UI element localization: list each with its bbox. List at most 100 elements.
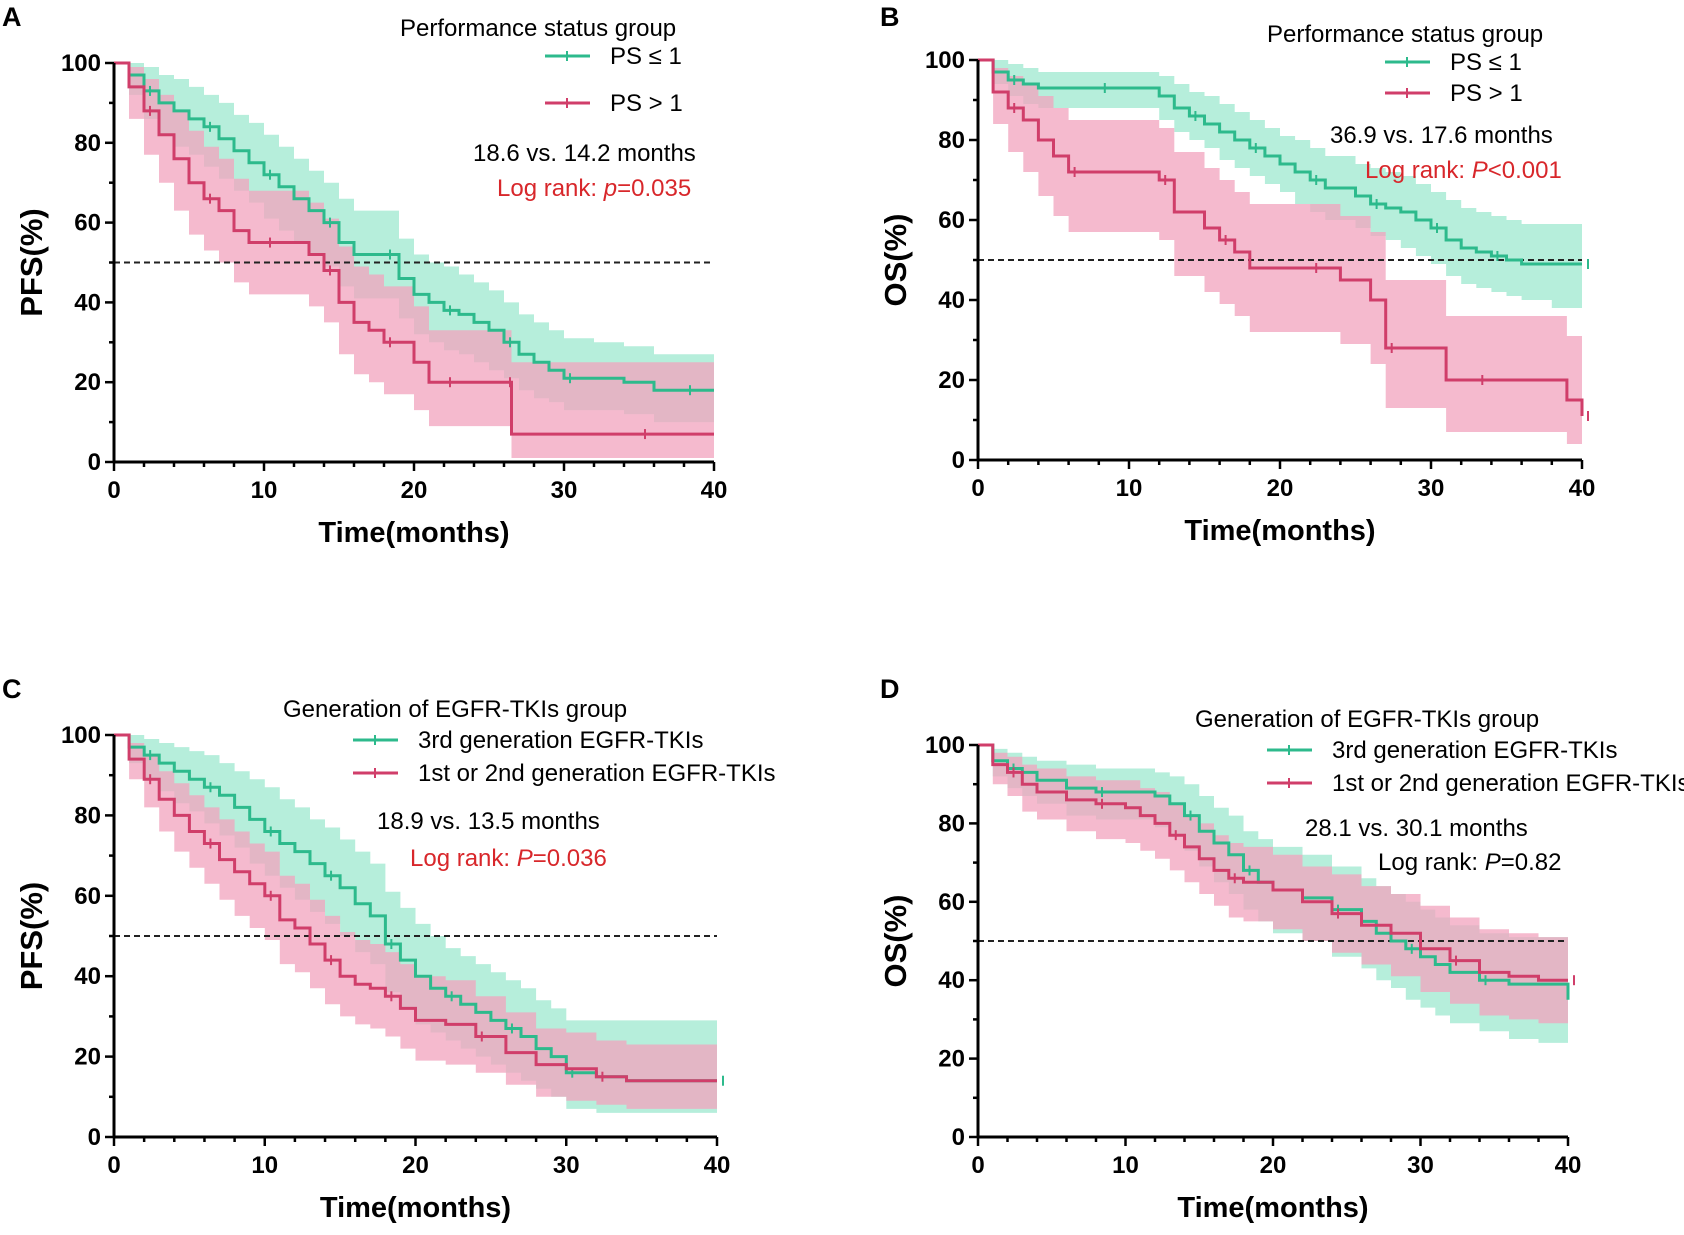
median-survival-note: 18.6 vs. 14.2 months [473,140,696,167]
legend-entry: 1st or 2nd generation EGFR-TKIs [418,760,776,787]
y-tick-label: 40 [74,963,101,990]
x-tick-label: 0 [971,1152,984,1179]
x-tick-label: 0 [107,477,120,504]
x-axis-label: Time(months) [318,517,509,549]
y-tick-label: 0 [952,1124,965,1151]
y-tick-label: 80 [74,802,101,829]
confidence-band-series-1 [978,60,1582,312]
p-symbol: P [517,845,533,872]
y-tick-label: 80 [74,130,101,157]
x-tick-label: 10 [1112,1152,1139,1179]
p-value: =0.035 [617,175,691,202]
x-tick-label: 30 [1407,1152,1434,1179]
survival-curve-series-2 [114,61,714,436]
log-rank-prefix: Log rank: [1365,157,1472,184]
y-tick-label: 20 [938,367,965,394]
y-tick-label: 60 [74,210,101,237]
x-tick-label: 20 [1260,1152,1287,1179]
panel-letter: B [880,2,900,32]
chart-panel-d: D 0 20 40 60 80 100 0 10 20 30 40 Time(months) OS(%) G… [878,674,1684,1224]
survival-curve-series-1 [978,58,1582,266]
legend-entry: 3rd generation EGFR-TKIs [418,727,703,754]
log-rank-pvalue: Log rank: P=0.036 [410,845,607,872]
x-tick-label: 20 [1267,475,1294,502]
y-axis-label: PFS(%) [14,208,49,317]
x-tick-label: 30 [1418,475,1445,502]
y-tick-label: 100 [925,47,965,74]
y-tick-label: 20 [74,369,101,396]
x-tick-label: 10 [251,477,278,504]
legend-title: Generation of EGFR-TKIs group [283,696,627,723]
x-tick-label: 40 [1555,1152,1582,1179]
x-axis-label: Time(months) [320,1192,511,1224]
x-tick-label: 40 [1569,475,1596,502]
y-tick-label: 20 [74,1044,101,1071]
survival-curve-series-1 [978,743,1570,1000]
y-tick-label: 100 [925,732,965,759]
log-rank-pvalue: Log rank: P=0.82 [1378,849,1561,876]
y-axis-label: OS(%) [878,214,913,307]
x-tick-label: 30 [551,477,578,504]
survival-curve-series-2 [114,733,717,1083]
y-tick-label: 60 [938,889,965,916]
y-tick-label: 80 [938,127,965,154]
legend-entry: PS > 1 [610,90,683,117]
legend-entry: 1st or 2nd generation EGFR-TKIs [1332,770,1684,797]
y-axis-label: OS(%) [878,895,913,988]
p-value: <0.001 [1488,157,1562,184]
confidence-band-series-1 [114,63,714,423]
y-tick-label: 60 [74,883,101,910]
x-axis-label: Time(months) [1177,1192,1368,1224]
x-tick-label: 0 [107,1152,120,1179]
survival-curve-series-1 [114,733,717,1083]
x-tick-label: 30 [553,1152,580,1179]
x-tick-label: 10 [251,1152,278,1179]
y-tick-label: 40 [938,287,965,314]
y-tick-label: 0 [88,1124,101,1151]
survival-curve-series-1 [114,61,714,392]
y-tick-label: 0 [952,447,965,474]
median-survival-note: 28.1 vs. 30.1 months [1305,815,1528,842]
survival-curve-series-2 [978,743,1568,982]
panel-letter: A [2,2,22,32]
p-symbol: P [1485,849,1501,876]
y-tick-label: 20 [938,1046,965,1073]
y-tick-label: 100 [61,50,101,77]
median-survival-note: 18.9 vs. 13.5 months [377,808,600,835]
panel-letter: C [2,674,22,704]
y-tick-label: 80 [938,810,965,837]
x-tick-label: 0 [971,475,984,502]
y-tick-label: 100 [61,722,101,749]
x-tick-label: 40 [704,1152,731,1179]
legend-entry: PS ≤ 1 [610,43,682,70]
chart-panel-b: B 0 20 40 60 80 100 0 10 20 30 40 Time(months) OS(%) P… [878,2,1595,547]
legend-entry: PS ≤ 1 [1450,49,1522,76]
legend-title: Performance status group [400,15,676,42]
legend-title: Generation of EGFR-TKIs group [1195,706,1539,733]
survival-curve-series-2 [978,58,1584,416]
p-value: =0.82 [1501,849,1562,876]
x-tick-label: 10 [1116,475,1143,502]
log-rank-prefix: Log rank: [497,175,604,202]
p-symbol: P [1472,157,1488,184]
median-survival-note: 36.9 vs. 17.6 months [1330,122,1553,149]
legend-title: Performance status group [1267,21,1543,48]
confidence-band-series-2 [978,60,1582,452]
legend-entry: PS > 1 [1450,80,1523,107]
x-axis-label: Time(months) [1184,515,1375,547]
y-tick-label: 0 [88,449,101,476]
x-tick-label: 20 [402,1152,429,1179]
y-tick-label: 40 [74,289,101,316]
log-rank-pvalue: Log rank: p=0.035 [497,175,691,202]
p-symbol: p [603,175,617,202]
log-rank-prefix: Log rank: [410,845,517,872]
legend-entry: 3rd generation EGFR-TKIs [1332,737,1617,764]
log-rank-pvalue: Log rank: P<0.001 [1365,157,1562,184]
chart-panel-a: A 0 20 40 60 80 100 0 10 20 30 40 Time(months) PFS(%)… [2,2,727,549]
chart-panel-c: C 0 20 40 60 80 100 0 10 20 30 40 Time(months) PFS(%)… [2,674,776,1224]
y-tick-label: 40 [938,967,965,994]
x-tick-label: 40 [701,477,728,504]
x-tick-label: 20 [401,477,428,504]
y-tick-label: 60 [938,207,965,234]
